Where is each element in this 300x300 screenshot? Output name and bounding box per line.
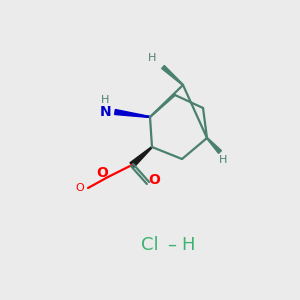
Text: N: N — [100, 105, 112, 119]
Text: O: O — [148, 173, 160, 187]
Text: H: H — [219, 155, 227, 165]
Polygon shape — [130, 147, 152, 167]
Polygon shape — [115, 112, 150, 118]
Text: O: O — [96, 166, 108, 180]
Text: Cl: Cl — [141, 236, 159, 254]
Polygon shape — [207, 138, 221, 153]
Text: H: H — [181, 236, 195, 254]
Text: H: H — [148, 53, 156, 63]
Text: H: H — [101, 95, 109, 105]
Polygon shape — [115, 110, 150, 118]
Polygon shape — [162, 65, 183, 86]
Text: –: – — [167, 236, 176, 254]
Text: O: O — [76, 183, 84, 193]
